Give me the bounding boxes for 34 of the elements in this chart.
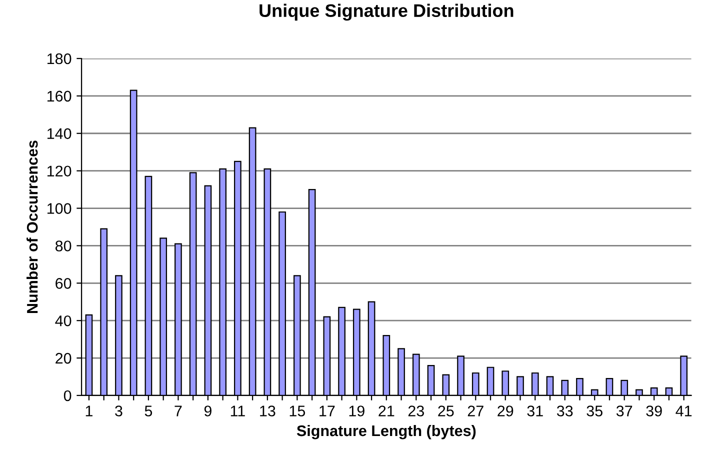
- y-tick-label: 40: [55, 315, 72, 326]
- x-tick-label: 13: [260, 406, 276, 416]
- x-tick-label: 37: [616, 406, 632, 416]
- chart-title: Unique Signature Distribution: [260, 4, 514, 21]
- y-tick-label: 80: [55, 240, 72, 252]
- x-tick-label: 5: [144, 406, 152, 416]
- x-tick-label: 31: [527, 406, 543, 416]
- x-tick-label: 15: [290, 406, 306, 416]
- x-tick-label: 19: [349, 406, 364, 416]
- x-tick-label: 33: [556, 406, 573, 416]
- y-tick-label: 20: [56, 352, 72, 364]
- x-tick-label: 39: [646, 406, 662, 416]
- x-tick-label: 35: [586, 406, 602, 416]
- x-tick-label: 3: [115, 406, 122, 416]
- x-tick-label: 23: [408, 406, 424, 416]
- x-tick-label: 25: [438, 406, 454, 416]
- y-axis-title: Number of Occurrences: [26, 140, 38, 313]
- x-tick-label: 9: [204, 406, 212, 416]
- x-tick-label: 1: [86, 406, 92, 416]
- x-tick-label: 17: [320, 406, 335, 416]
- x-tick-label: 21: [378, 406, 394, 416]
- x-tick-label: 27: [468, 406, 484, 416]
- x-tick-label: 29: [498, 406, 514, 416]
- y-tick-label: 60: [56, 278, 72, 289]
- x-tick-label: 7: [174, 406, 182, 416]
- y-tick-label: 180: [47, 53, 72, 64]
- y-tick-label: 100: [47, 203, 72, 214]
- y-tick-label: 160: [47, 90, 72, 102]
- y-tick-label: 140: [47, 128, 72, 140]
- x-axis-title: Signature Length (bytes): [296, 424, 476, 440]
- x-tick-label: 41: [676, 406, 692, 416]
- x-tick-label: 11: [230, 406, 245, 416]
- y-tick-label: 0: [64, 390, 72, 402]
- y-tick-label: 120: [47, 166, 72, 177]
